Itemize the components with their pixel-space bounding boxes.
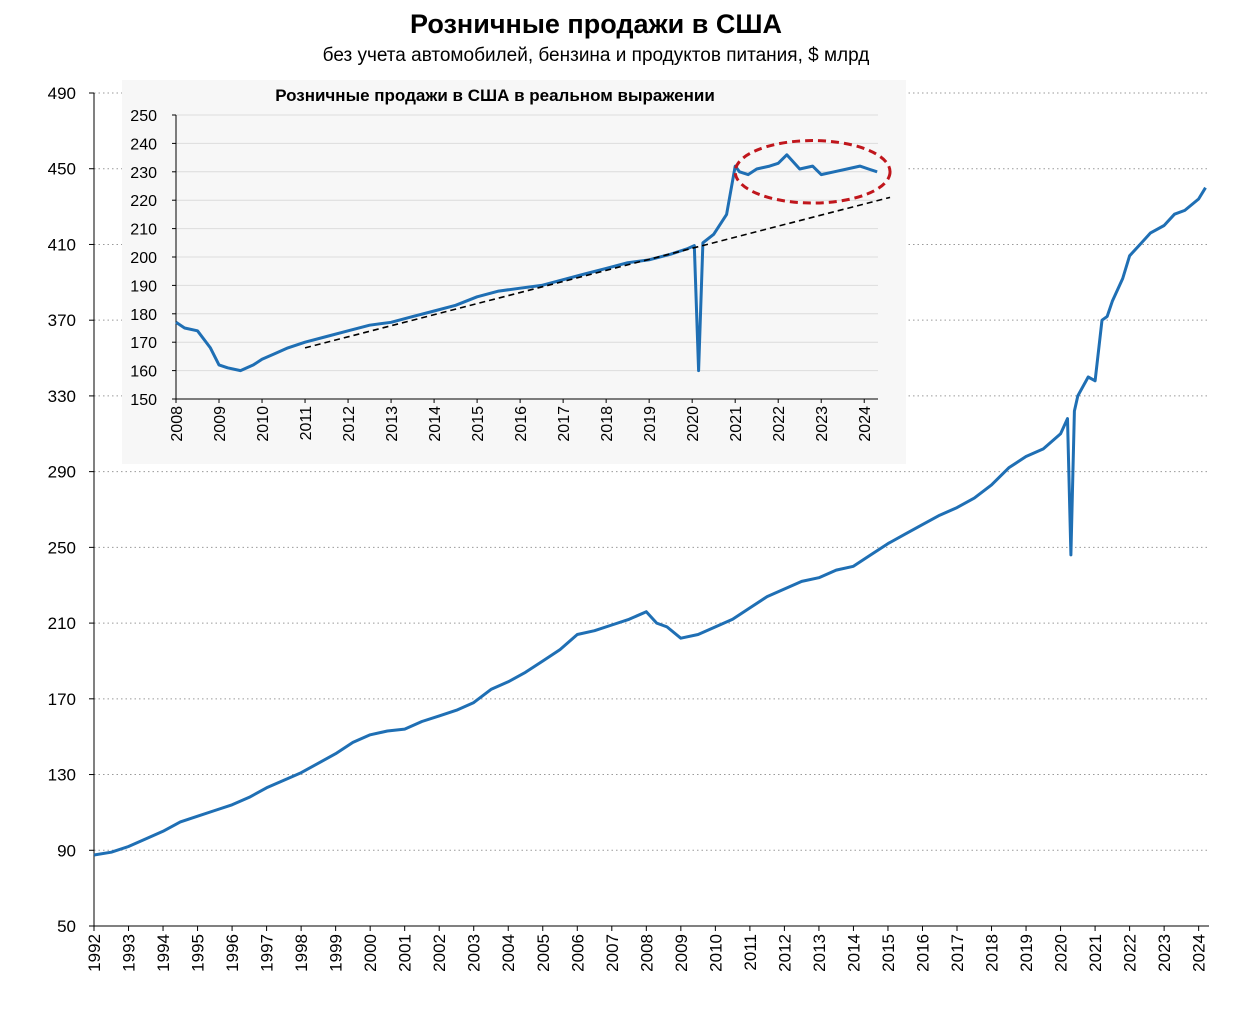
main-x-tick-label: 1992 <box>85 934 104 972</box>
inset-x-tick-label: 2011 <box>298 406 315 441</box>
main-y-tick-label: 450 <box>48 160 76 179</box>
main-y-tick-label: 170 <box>48 690 76 709</box>
inset-y-tick-label: 200 <box>130 250 157 267</box>
inset-y-tick-label: 180 <box>130 307 157 324</box>
main-x-tick-label: 2020 <box>1052 934 1071 972</box>
inset-x-tick-label: 2015 <box>470 406 487 442</box>
main-x-tick-label: 2023 <box>1155 934 1174 972</box>
main-y-tick-label: 490 <box>48 84 76 103</box>
main-x-tick-label: 2002 <box>430 934 449 972</box>
main-x-ticks: 1992 1993 1994 1995 1996 1997 1998 1999 2000 2001… <box>85 934 1209 972</box>
main-y-tick-label: 330 <box>48 387 76 406</box>
inset-x-tick-label: 2022 <box>771 406 788 442</box>
main-x-tick-label: 2016 <box>913 934 932 972</box>
inset-x-tick-label: 2017 <box>556 406 573 442</box>
inset-x-tick-label: 2010 <box>255 406 272 442</box>
main-y-tick-label: 50 <box>57 917 76 936</box>
inset-title: Розничные продажи в США в реальном выраж… <box>275 86 715 105</box>
inset-x-tick-label: 2014 <box>427 406 444 442</box>
main-y-tick-label: 290 <box>48 463 76 482</box>
inset-y-tick-label: 220 <box>130 193 157 210</box>
main-x-tick-label: 2014 <box>844 934 863 972</box>
chart-title: Розничные продажи в США <box>410 9 782 39</box>
main-x-tick-label: 1993 <box>120 934 139 972</box>
main-x-tick-label: 2013 <box>810 934 829 972</box>
main-x-tick-label: 2011 <box>741 934 760 971</box>
main-y-ticks: 490 450 410 370 330 290 250 210 170 130 90 50 <box>48 84 76 936</box>
main-x-tick-label: 2007 <box>603 934 622 972</box>
main-x-tick-label: 2015 <box>879 934 898 972</box>
inset-x-tick-label: 2018 <box>599 406 616 442</box>
inset-x-tick-label: 2012 <box>341 406 358 442</box>
chart-subtitle: без учета автомобилей, бензина и продукт… <box>323 45 870 66</box>
main-x-tick-label: 2024 <box>1190 934 1209 972</box>
inset-annotations <box>304 139 892 349</box>
inset-grid <box>176 114 878 372</box>
inset-y-tick-label: 160 <box>130 364 157 381</box>
main-x-tick-label: 2010 <box>706 934 725 972</box>
inset-x-ticks: 2008 2009 2010 2011 2012 2013 2014 2015 2016 2017… <box>169 406 874 442</box>
inset-x-tick-label: 2013 <box>384 406 401 442</box>
inset-background <box>122 80 906 464</box>
inset-y-tick-label: 240 <box>130 136 157 153</box>
main-x-tick-label: 2019 <box>1017 934 1036 972</box>
main-x-tick-label: 2009 <box>672 934 691 972</box>
main-axes <box>89 92 1209 931</box>
main-x-tick-label: 2004 <box>499 934 518 972</box>
main-x-tick-label: 2003 <box>465 934 484 972</box>
highlight-ellipse <box>733 139 892 205</box>
main-x-tick-label: 1996 <box>223 934 242 972</box>
inset-y-tick-label: 210 <box>130 222 157 239</box>
main-x-tick-label: 2006 <box>568 934 587 972</box>
inset-y-tick-label: 250 <box>130 108 157 125</box>
inset-y-tick-label: 230 <box>130 165 157 182</box>
main-y-tick-label: 210 <box>48 614 76 633</box>
inset-x-tick-label: 2008 <box>169 406 186 442</box>
inset-x-tick-label: 2019 <box>642 406 659 442</box>
inset-x-tick-label: 2023 <box>814 406 831 442</box>
main-y-tick-label: 90 <box>57 841 76 860</box>
main-x-tick-label: 1999 <box>327 934 346 972</box>
main-y-tick-label: 370 <box>48 311 76 330</box>
main-x-tick-label: 2021 <box>1086 934 1105 972</box>
main-x-tick-label: 1994 <box>154 934 173 972</box>
main-x-tick-label: 2008 <box>637 934 656 972</box>
main-x-tick-label: 2017 <box>948 934 967 972</box>
inset-axes <box>172 114 878 403</box>
inset-x-tick-label: 2009 <box>212 406 229 442</box>
inset-y-tick-label: 190 <box>130 278 157 295</box>
main-x-tick-label: 1995 <box>189 934 208 972</box>
main-x-tick-label: 2022 <box>1121 934 1140 972</box>
inset-x-tick-label: 2024 <box>857 406 874 442</box>
main-series-line <box>93 186 1207 857</box>
main-x-tick-label: 1998 <box>292 934 311 972</box>
main-x-tick-label: 2018 <box>983 934 1002 972</box>
main-x-tick-label: 2001 <box>396 934 415 972</box>
inset-x-tick-label: 2021 <box>728 406 745 442</box>
main-x-tick-label: 2012 <box>775 934 794 972</box>
main-y-tick-label: 130 <box>48 766 76 785</box>
inset-y-tick-label: 170 <box>130 335 157 352</box>
main-series <box>93 186 1207 857</box>
inset-y-tick-label: 150 <box>130 392 157 409</box>
trend-line <box>304 196 891 349</box>
inset-series <box>175 153 878 373</box>
inset-x-tick-label: 2020 <box>685 406 702 442</box>
main-x-tick-label: 2000 <box>361 934 380 972</box>
inset-y-ticks: 250 240 230 220 210 200 190 180 170 160 150 <box>130 108 157 409</box>
main-x-tick-label: 1997 <box>258 934 277 972</box>
main-y-tick-label: 410 <box>48 235 76 254</box>
inset-x-tick-label: 2016 <box>513 406 530 442</box>
main-x-tick-label: 2005 <box>534 934 553 972</box>
inset-series-line <box>175 153 878 373</box>
main-y-tick-label: 250 <box>48 538 76 557</box>
